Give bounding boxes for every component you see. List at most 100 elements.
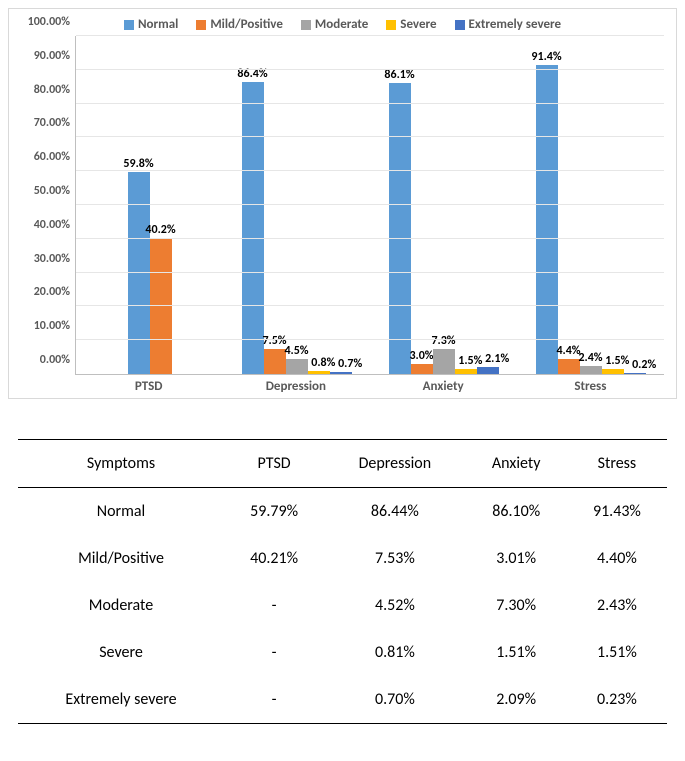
gridline (76, 339, 664, 340)
table-cell: 86.10% (466, 488, 567, 536)
bar-value-label: 86.1% (384, 68, 414, 83)
table-cell: 4.52% (324, 582, 465, 629)
table-cell: 7.53% (324, 535, 465, 582)
legend-swatch (455, 20, 465, 30)
y-tick-label: 10.00% (34, 319, 76, 333)
bar-value-label: 91.4% (531, 50, 561, 65)
table-cell: - (224, 629, 324, 676)
bar-value-label: 1.5% (605, 354, 629, 369)
legend-label: Extremely severe (469, 17, 562, 32)
bar-value-label: 7.3% (431, 334, 455, 349)
data-table-container: SymptomsPTSDDepressionAnxietyStress Norm… (18, 439, 667, 724)
bar: 2.1% (477, 367, 499, 374)
table-cell: Moderate (18, 582, 224, 629)
gridline (76, 103, 664, 104)
legend-label: Normal (138, 17, 178, 32)
bar-group: 86.4%7.5%4.5%0.8%0.7% (223, 36, 370, 374)
y-tick-label: 40.00% (34, 218, 76, 232)
bar: 59.8% (128, 172, 150, 374)
bar: 1.5% (602, 369, 624, 374)
table-header-row: SymptomsPTSDDepressionAnxietyStress (18, 440, 667, 488)
gridline (76, 272, 664, 273)
y-tick-label: 100.00% (28, 15, 76, 29)
bar: 7.5% (264, 349, 286, 374)
bar-group: 59.8%40.2% (76, 36, 223, 374)
bar: 86.1% (389, 83, 411, 374)
legend-label: Moderate (315, 17, 368, 32)
y-tick-label: 20.00% (34, 285, 76, 299)
bar: 91.4% (536, 65, 558, 374)
bar: 0.7% (330, 372, 352, 374)
bar-group: 91.4%4.4%2.4%1.5%0.2% (517, 36, 664, 374)
y-tick-label: 90.00% (34, 49, 76, 63)
table-cell: - (224, 582, 324, 629)
legend-label: Mild/Positive (210, 17, 283, 32)
table-cell: 86.44% (324, 488, 465, 536)
gridline (76, 170, 664, 171)
table-cell: - (224, 676, 324, 724)
table-cell: Normal (18, 488, 224, 536)
legend-swatch (124, 20, 134, 30)
table-cell: 2.43% (567, 582, 667, 629)
gridline (76, 136, 664, 137)
gridline (76, 238, 664, 239)
bar: 0.8% (308, 371, 330, 374)
table-header-cell: Depression (324, 440, 465, 488)
table-cell: 0.70% (324, 676, 465, 724)
chart-xlabels: PTSDDepressionAnxietyStress (75, 379, 664, 394)
x-tick-label: PTSD (75, 379, 222, 394)
data-table: SymptomsPTSDDepressionAnxietyStress Norm… (18, 439, 667, 724)
legend-item: Mild/Positive (196, 17, 283, 32)
bar: 3.0% (411, 364, 433, 374)
table-cell: 2.09% (466, 676, 567, 724)
table-row: Severe-0.81%1.51%1.51% (18, 629, 667, 676)
chart-plot: 59.8%40.2%86.4%7.5%4.5%0.8%0.7%86.1%3.0%… (75, 36, 664, 375)
bar-value-label: 0.7% (338, 357, 362, 372)
bar-chart: Normal Mild/Positive Moderate Severe Extreme… (8, 8, 677, 399)
gridline (76, 35, 664, 36)
legend-swatch (301, 20, 311, 30)
bar-value-label: 0.2% (632, 358, 656, 373)
bar-value-label: 7.5% (262, 334, 286, 349)
table-header-cell: PTSD (224, 440, 324, 488)
bar: 2.4% (580, 366, 602, 374)
legend-label: Severe (400, 17, 436, 32)
bar-group: 86.1%3.0%7.3%1.5%2.1% (370, 36, 517, 374)
table-cell: 7.30% (466, 582, 567, 629)
table-cell: 0.23% (567, 676, 667, 724)
bar: 4.4% (558, 359, 580, 374)
table-cell: Severe (18, 629, 224, 676)
y-tick-label: 0.00% (40, 353, 76, 367)
gridline (76, 305, 664, 306)
bar-value-label: 40.2% (145, 223, 175, 238)
bar-value-label: 2.1% (485, 352, 509, 367)
table-cell: 40.21% (224, 535, 324, 582)
bar: 4.5% (286, 359, 308, 374)
table-row: Mild/Positive40.21%7.53%3.01%4.40% (18, 535, 667, 582)
y-tick-label: 30.00% (34, 252, 76, 266)
table-header-cell: Anxiety (466, 440, 567, 488)
table-cell: 91.43% (567, 488, 667, 536)
bar-value-label: 4.4% (556, 344, 580, 359)
bar: 86.4% (242, 82, 264, 374)
legend-swatch (386, 20, 396, 30)
legend-item: Severe (386, 17, 436, 32)
bar-value-label: 4.5% (284, 344, 308, 359)
y-tick-label: 50.00% (34, 184, 76, 198)
legend-swatch (196, 20, 206, 30)
gridline (76, 204, 664, 205)
table-row: Extremely severe-0.70%2.09%0.23% (18, 676, 667, 724)
bar-value-label: 2.4% (578, 351, 602, 366)
bar-value-label: 3.0% (409, 349, 433, 364)
table-cell: 1.51% (567, 629, 667, 676)
bar: 1.5% (455, 369, 477, 374)
legend-item: Extremely severe (455, 17, 562, 32)
x-tick-label: Anxiety (370, 379, 517, 394)
bar-value-label: 0.8% (311, 356, 335, 371)
table-cell: 3.01% (466, 535, 567, 582)
gridline (76, 69, 664, 70)
table-body: Normal59.79%86.44%86.10%91.43%Mild/Posit… (18, 488, 667, 724)
y-tick-label: 70.00% (34, 116, 76, 130)
table-cell: Extremely severe (18, 676, 224, 724)
y-tick-label: 80.00% (34, 83, 76, 97)
